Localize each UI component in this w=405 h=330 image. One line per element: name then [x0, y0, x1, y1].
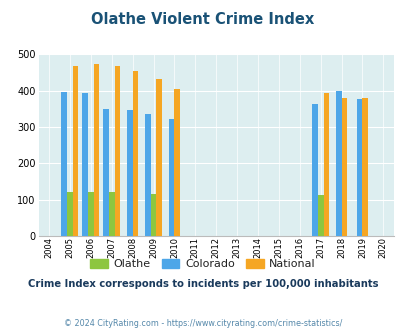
Bar — [109, 192, 114, 236]
Bar — [174, 89, 179, 236]
Bar — [103, 109, 109, 236]
Bar — [323, 93, 328, 236]
Text: Crime Index corresponds to incidents per 100,000 inhabitants: Crime Index corresponds to incidents per… — [28, 279, 377, 289]
Bar — [168, 119, 174, 236]
Bar — [127, 110, 132, 236]
Bar — [67, 192, 72, 236]
Bar — [362, 98, 367, 236]
Bar — [156, 79, 162, 236]
Bar — [335, 91, 341, 236]
Bar — [311, 104, 317, 236]
Text: Olathe Violent Crime Index: Olathe Violent Crime Index — [91, 12, 314, 26]
Bar — [341, 98, 346, 236]
Bar — [82, 93, 88, 236]
Bar — [317, 195, 323, 236]
Bar — [72, 66, 78, 236]
Bar — [88, 192, 94, 236]
Bar — [145, 114, 150, 236]
Bar — [150, 194, 156, 236]
Legend: Olathe, Colorado, National: Olathe, Colorado, National — [85, 255, 320, 274]
Bar — [94, 64, 99, 236]
Bar — [132, 71, 138, 236]
Bar — [61, 92, 67, 236]
Bar — [356, 99, 362, 236]
Bar — [114, 66, 120, 236]
Text: © 2024 CityRating.com - https://www.cityrating.com/crime-statistics/: © 2024 CityRating.com - https://www.city… — [64, 319, 341, 328]
